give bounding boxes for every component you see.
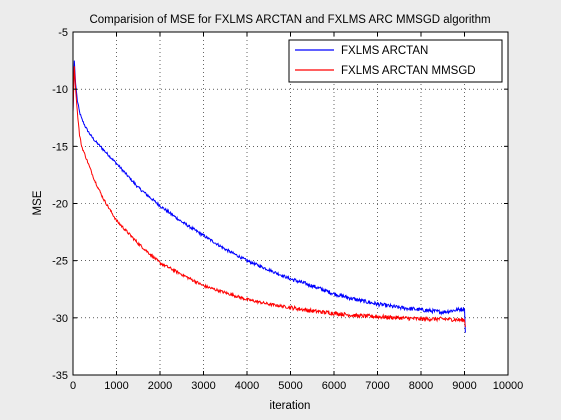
series-line-2 (72, 66, 466, 328)
x-tick-label: 2000 (148, 380, 172, 392)
y-tick-label: -25 (52, 256, 68, 268)
y-axis-label: MSE (32, 190, 44, 215)
x-tick-label: 8000 (409, 380, 433, 392)
x-tick-label: 7000 (365, 380, 389, 392)
series-layer (72, 60, 466, 333)
x-tick-label: 3000 (191, 380, 215, 392)
y-tick-label: -30 (52, 313, 68, 325)
x-tick-label: 5000 (278, 380, 302, 392)
chart-title: Comparision of MSE for FXLMS ARCTAN and … (89, 14, 490, 26)
plot-area (73, 32, 508, 375)
y-tick-label: -10 (52, 84, 68, 96)
legend: FXLMS ARCTAN FXLMS ARCTAN MMSGD (288, 39, 503, 83)
x-tick-label: 10000 (493, 380, 524, 392)
grid (73, 32, 508, 375)
legend-box (288, 39, 503, 83)
y-tick-labels: -35 -30 -25 -20 -15 -10 -5 (52, 27, 68, 382)
x-tick-label: 1000 (104, 380, 128, 392)
x-axis-label: iteration (270, 400, 311, 412)
y-tick-label: -35 (52, 370, 68, 382)
legend-label-series-1: FXLMS ARCTAN (341, 45, 428, 57)
axis-ticks (72, 31, 509, 376)
legend-label-series-2: FXLMS ARCTAN MMSGD (341, 65, 476, 77)
y-tick-label: -15 (52, 141, 68, 153)
x-tick-label: 4000 (235, 380, 259, 392)
x-tick-label: 0 (70, 380, 76, 392)
y-tick-label: -5 (58, 27, 68, 39)
x-tick-label: 6000 (322, 380, 346, 392)
series-line-1 (72, 60, 466, 333)
x-tick-label: 9000 (452, 380, 476, 392)
x-tick-labels: 0 1000 2000 3000 4000 5000 6000 7000 8000 9000 100… (70, 380, 523, 392)
y-tick-label: -20 (52, 199, 68, 211)
